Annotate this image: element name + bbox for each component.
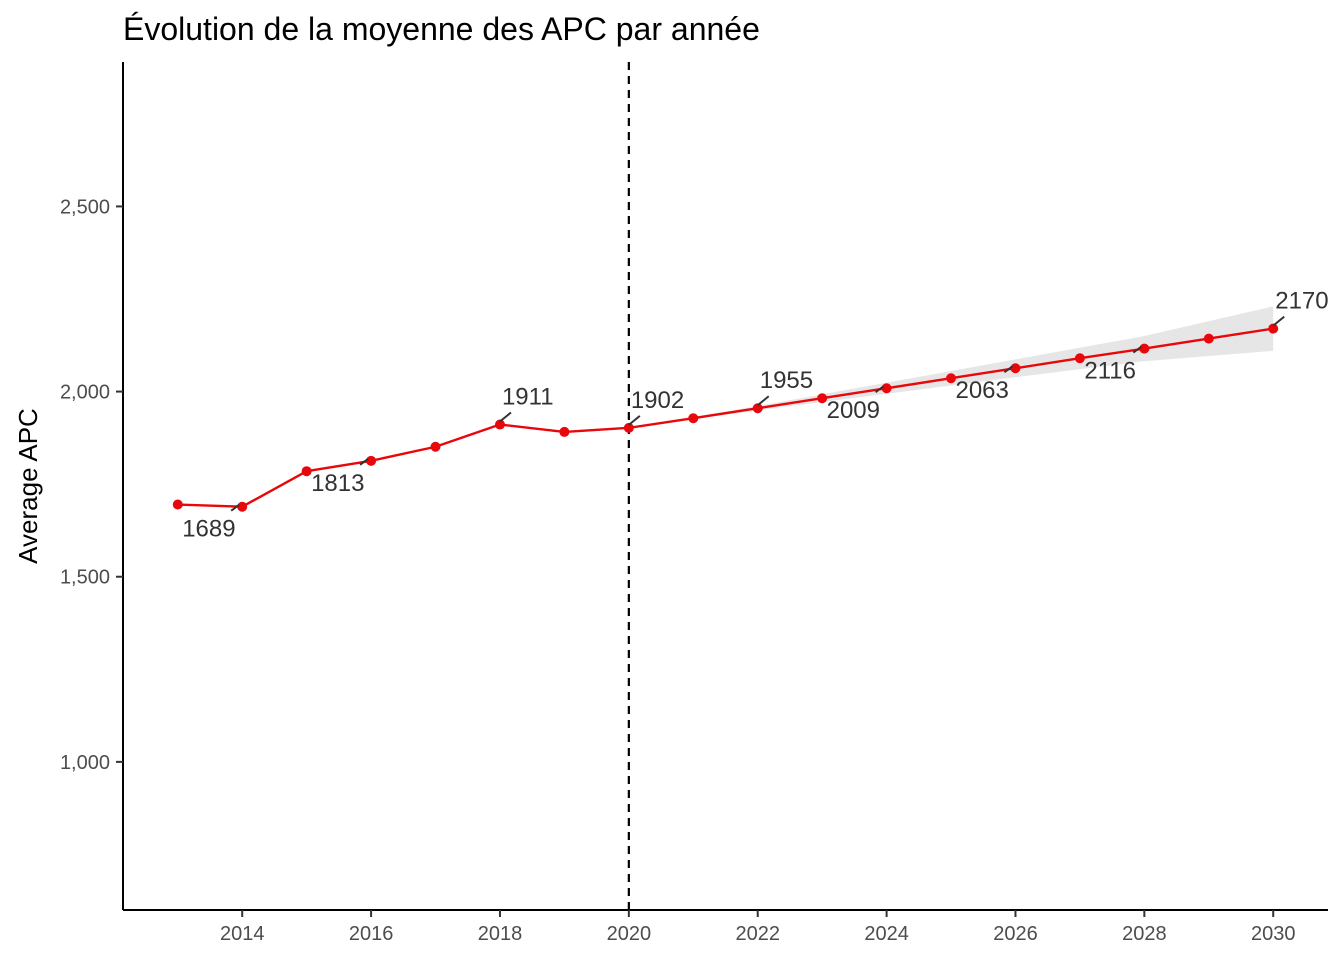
y-tick-label-2000: 2,000 — [60, 382, 110, 404]
x-tick-label-2028: 2028 — [1122, 923, 1167, 945]
data-label-2020: 1902 — [631, 387, 684, 414]
data-point-2028 — [1139, 343, 1150, 354]
data-label-2018: 1911 — [502, 384, 554, 411]
data-label-2022: 1955 — [760, 367, 813, 394]
data-label-2024: 2009 — [827, 397, 880, 424]
data-label-leader — [499, 411, 512, 423]
x-tick-label-2026: 2026 — [993, 923, 1038, 945]
data-point-2026 — [1010, 363, 1021, 374]
data-point-2024 — [881, 383, 892, 394]
y-tick-label-1500: 1,500 — [60, 567, 110, 589]
data-point-2013 — [172, 499, 183, 510]
data-point-2015 — [301, 466, 312, 477]
data-point-2019 — [559, 426, 570, 437]
data-point-2021 — [688, 413, 699, 424]
series-line — [177, 327, 1274, 508]
x-tick-label-2030: 2030 — [1251, 923, 1296, 945]
data-label-2030: 2170 — [1275, 288, 1328, 315]
data-point-2020 — [623, 422, 634, 433]
data-label-layer: 1689 1813 1911 1902 1955 2009 2063 2116 2170 — [182, 288, 1328, 543]
data-point-2023 — [817, 393, 828, 404]
x-tick-label-2022: 2022 — [735, 923, 780, 945]
data-point-2014 — [237, 501, 248, 512]
label-leader-layer — [230, 315, 1285, 512]
series-layer — [172, 323, 1279, 512]
data-label-2028: 2116 — [1084, 358, 1136, 385]
data-label-leader — [1272, 315, 1285, 327]
x-tick-label-2018: 2018 — [478, 923, 523, 945]
data-point-2017 — [430, 441, 441, 452]
data-label-leader — [1003, 365, 1014, 374]
data-label-leader — [230, 503, 240, 512]
data-label-leader — [1132, 345, 1142, 354]
data-point-2018 — [494, 419, 505, 430]
data-label-leader — [874, 385, 885, 394]
y-axis-title: Average APC — [13, 408, 43, 564]
axis-layer: 2014 2016 2018 2020 2022 2024 2026 2028 2030 1,00… — [60, 62, 1328, 945]
data-point-2030 — [1268, 323, 1279, 334]
confidence-band — [628, 306, 1274, 428]
data-label-leader — [757, 395, 770, 407]
chart-title: Évolution de la moyenne des APC par anné… — [123, 11, 760, 47]
data-label-2026: 2063 — [955, 377, 1008, 404]
confidence-band-layer — [628, 306, 1274, 428]
data-label-leader — [628, 415, 641, 426]
data-label-2014: 1689 — [182, 516, 235, 543]
x-tick-label-2020: 2020 — [607, 923, 652, 945]
x-tick-label-2014: 2014 — [220, 923, 265, 945]
x-tick-label-2016: 2016 — [349, 923, 394, 945]
data-label-leader — [359, 458, 369, 466]
data-point-2027 — [1074, 353, 1085, 364]
data-point-2029 — [1203, 333, 1214, 344]
y-tick-label-1000: 1,000 — [60, 752, 110, 774]
data-point-2025 — [946, 373, 957, 384]
data-label-2016: 1813 — [311, 470, 364, 497]
data-point-2022 — [752, 403, 763, 414]
y-tick-label-2500: 2,500 — [60, 196, 110, 218]
data-point-2016 — [366, 455, 377, 466]
x-tick-label-2024: 2024 — [864, 923, 909, 945]
